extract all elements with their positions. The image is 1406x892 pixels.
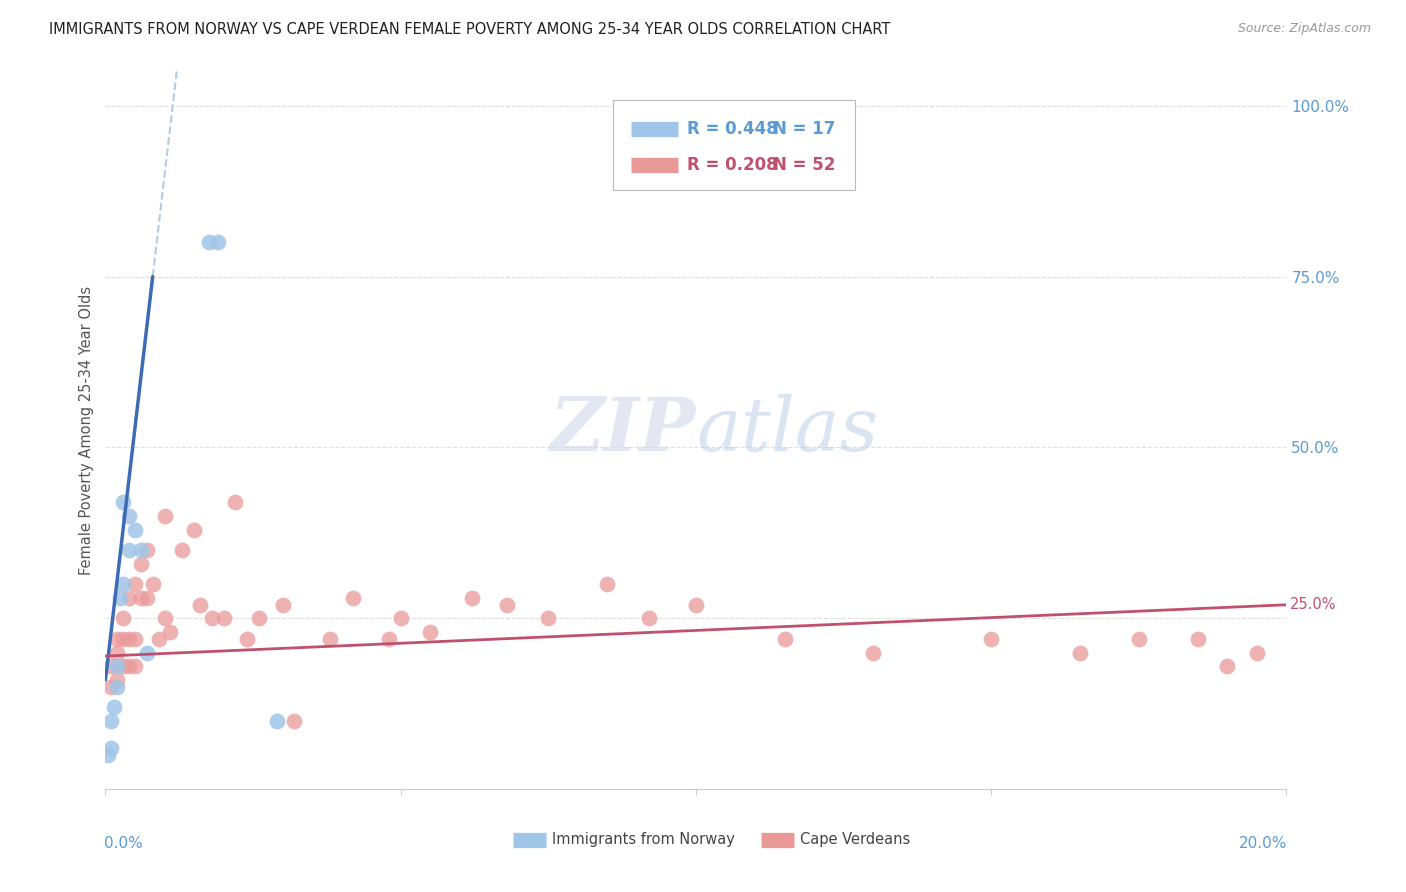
Point bbox=[112, 611, 135, 625]
Point bbox=[153, 611, 176, 625]
FancyBboxPatch shape bbox=[613, 100, 855, 190]
Point bbox=[118, 543, 141, 558]
Point bbox=[419, 625, 441, 640]
Point bbox=[537, 611, 560, 625]
Point bbox=[135, 543, 157, 558]
Point bbox=[496, 598, 519, 612]
Point bbox=[129, 557, 152, 571]
Text: atlas: atlas bbox=[696, 394, 879, 467]
Point bbox=[236, 632, 259, 646]
Point bbox=[118, 632, 141, 646]
Text: 20.0%: 20.0% bbox=[1239, 836, 1288, 851]
Point bbox=[1246, 646, 1268, 660]
Point bbox=[773, 632, 796, 646]
Point bbox=[319, 632, 342, 646]
Point bbox=[247, 611, 270, 625]
Text: N = 17: N = 17 bbox=[773, 120, 835, 137]
Point bbox=[142, 577, 165, 591]
Point bbox=[188, 598, 211, 612]
Point bbox=[172, 543, 194, 558]
Point bbox=[103, 700, 125, 714]
Point bbox=[129, 591, 152, 605]
Point bbox=[97, 748, 120, 763]
Point bbox=[266, 714, 288, 728]
Point bbox=[283, 714, 305, 728]
Point bbox=[1187, 632, 1209, 646]
Point bbox=[159, 625, 181, 640]
Text: 0.0%: 0.0% bbox=[104, 836, 143, 851]
Point bbox=[153, 508, 176, 523]
Y-axis label: Female Poverty Among 25-34 Year Olds: Female Poverty Among 25-34 Year Olds bbox=[79, 285, 94, 575]
Text: ZIP: ZIP bbox=[550, 394, 696, 467]
Point bbox=[110, 591, 132, 605]
Text: R = 0.208: R = 0.208 bbox=[686, 156, 778, 174]
Point bbox=[271, 598, 294, 612]
Point bbox=[389, 611, 412, 625]
Text: IMMIGRANTS FROM NORWAY VS CAPE VERDEAN FEMALE POVERTY AMONG 25-34 YEAR OLDS CORR: IMMIGRANTS FROM NORWAY VS CAPE VERDEAN F… bbox=[49, 22, 890, 37]
Text: Source: ZipAtlas.com: Source: ZipAtlas.com bbox=[1237, 22, 1371, 36]
Point bbox=[201, 611, 224, 625]
Point bbox=[135, 646, 157, 660]
Point bbox=[980, 632, 1002, 646]
Point bbox=[1128, 632, 1150, 646]
Point bbox=[112, 577, 135, 591]
Text: N = 52: N = 52 bbox=[773, 156, 835, 174]
Point bbox=[124, 577, 146, 591]
Text: Cape Verdeans: Cape Verdeans bbox=[800, 832, 910, 847]
Point bbox=[685, 598, 707, 612]
Point bbox=[129, 543, 152, 558]
Point bbox=[112, 495, 135, 509]
Point bbox=[105, 673, 128, 687]
Point bbox=[124, 523, 146, 537]
Point bbox=[1069, 646, 1091, 660]
Point bbox=[124, 632, 146, 646]
Point bbox=[596, 577, 619, 591]
Point bbox=[862, 646, 884, 660]
Point bbox=[342, 591, 364, 605]
Point bbox=[118, 591, 141, 605]
Point bbox=[197, 235, 219, 250]
Point bbox=[124, 659, 146, 673]
Point bbox=[460, 591, 482, 605]
Point bbox=[637, 611, 659, 625]
Point bbox=[1216, 659, 1239, 673]
Text: Immigrants from Norway: Immigrants from Norway bbox=[553, 832, 735, 847]
Point bbox=[105, 680, 128, 694]
Point bbox=[118, 659, 141, 673]
Point bbox=[183, 523, 205, 537]
Point bbox=[212, 611, 235, 625]
Point bbox=[148, 632, 170, 646]
Point bbox=[100, 659, 122, 673]
Point bbox=[112, 632, 135, 646]
Point bbox=[100, 714, 122, 728]
Point bbox=[100, 741, 122, 756]
Point bbox=[100, 680, 122, 694]
Point bbox=[224, 495, 246, 509]
Point bbox=[105, 659, 128, 673]
Point bbox=[207, 235, 229, 250]
Point bbox=[105, 632, 128, 646]
Text: R = 0.448: R = 0.448 bbox=[686, 120, 778, 137]
Point bbox=[135, 591, 157, 605]
Point bbox=[378, 632, 401, 646]
Text: 25.0%: 25.0% bbox=[1291, 598, 1337, 612]
Point bbox=[112, 659, 135, 673]
Point bbox=[105, 646, 128, 660]
Point bbox=[118, 508, 141, 523]
